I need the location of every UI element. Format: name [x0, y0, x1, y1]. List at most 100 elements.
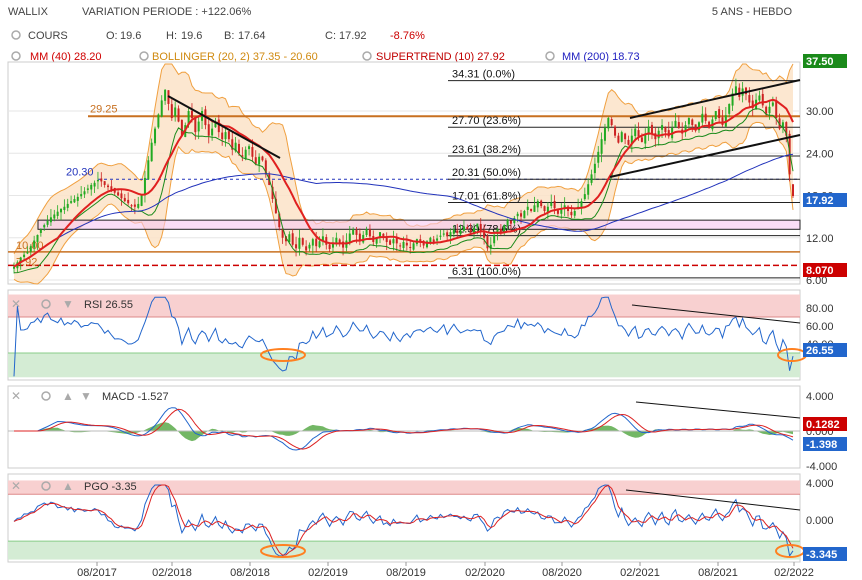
- candle-body: [637, 130, 640, 137]
- rsi-header[interactable]: ✕ ▼ RSI 26.55: [11, 297, 133, 311]
- candle-body: [53, 214, 56, 219]
- candle-body: [697, 122, 700, 131]
- candle-body: [301, 238, 304, 245]
- fib-label: 20.31 (50.0%): [452, 167, 521, 179]
- pgo-up-icon[interactable]: ▲: [62, 479, 74, 493]
- candle-body: [221, 132, 224, 140]
- candle-body: [583, 194, 586, 200]
- trendlines: [167, 79, 801, 178]
- macd-header[interactable]: ✕ ▲ ▼ MACD -1.527: [11, 389, 169, 403]
- rsi-close-icon[interactable]: ✕: [11, 297, 21, 311]
- mm40-name: MM (40): [30, 51, 71, 63]
- candle-body: [348, 233, 351, 243]
- candle-body: [217, 119, 220, 133]
- candle-body: [150, 142, 153, 162]
- candle-body: [368, 229, 371, 237]
- candle-body: [33, 240, 36, 248]
- mm200-gear-icon[interactable]: [545, 51, 555, 61]
- candle-body: [560, 209, 563, 214]
- macd-tick-label: -4.000: [806, 461, 837, 473]
- mm200-line: [13, 153, 794, 268]
- rsi-oversold-zone: [8, 353, 800, 378]
- candle-body: [177, 108, 180, 122]
- candle-body: [704, 113, 707, 121]
- candle-body: [382, 233, 385, 238]
- candle-body: [546, 206, 549, 213]
- supertrend-gear-icon[interactable]: [362, 51, 372, 61]
- candle-body: [365, 229, 368, 236]
- ohlc-open-value: 19.6: [120, 30, 141, 42]
- bollinger-gear-icon[interactable]: [139, 51, 149, 61]
- price-tick-label: 6.00: [806, 275, 827, 287]
- candle-body: [657, 130, 660, 139]
- candle-body: [331, 243, 334, 248]
- pgo-gear-icon[interactable]: [41, 481, 51, 491]
- moving-averages: [13, 98, 794, 274]
- candle-body: [19, 257, 22, 263]
- mm40-value: 28.20: [74, 51, 102, 63]
- candle-body: [718, 109, 721, 119]
- cours-gear-icon[interactable]: [11, 30, 21, 40]
- candle-body: [402, 241, 405, 249]
- candle-body: [378, 232, 381, 238]
- candle-body: [321, 236, 324, 241]
- candle-body: [553, 200, 556, 209]
- candle-body: [708, 121, 711, 128]
- candle-body: [137, 203, 140, 208]
- macd-gear-icon[interactable]: [41, 391, 51, 401]
- candle-body: [103, 181, 106, 185]
- candle-body: [496, 229, 499, 234]
- variation-label: VARIATION PERIODE : +122.06%: [82, 6, 251, 18]
- macd-up-icon[interactable]: ▲: [62, 389, 74, 403]
- macd-down-icon[interactable]: ▼: [80, 389, 92, 403]
- candle-body: [744, 87, 747, 95]
- x-tick-label: 08/2018: [230, 567, 270, 579]
- fib-label: 6.31 (100.0%): [452, 266, 521, 278]
- pgo-signal-line: [13, 484, 794, 556]
- indicator-legend[interactable]: MM (40) 28.20 BOLLINGER (20, 2) 37.35 - …: [11, 51, 640, 63]
- candle-body: [432, 239, 435, 242]
- candle-body: [187, 111, 190, 125]
- pgo-divergence-line: [625, 489, 801, 511]
- candle-body: [650, 124, 653, 134]
- candle-body: [39, 229, 42, 233]
- x-tick-label: 02/2019: [308, 567, 348, 579]
- macd-divergence-line: [635, 401, 801, 419]
- cours-label: COURS: [28, 30, 68, 42]
- candle-body: [483, 232, 486, 238]
- rsi-gear-icon[interactable]: [41, 299, 51, 309]
- candle-body: [231, 139, 234, 150]
- candle-body: [278, 213, 281, 228]
- macd-panel-frame: [7, 385, 801, 469]
- candle-body: [117, 192, 120, 196]
- candle-body: [298, 237, 301, 249]
- rsi-divergence-line: [631, 304, 801, 324]
- candle-body: [143, 177, 146, 196]
- cours-legend[interactable]: COURS: [11, 30, 68, 42]
- candle-body: [56, 211, 59, 216]
- pgo-last-tag: -3.345: [806, 549, 837, 561]
- candle-body: [395, 238, 398, 244]
- candle-body: [325, 237, 328, 245]
- rsi-down-icon[interactable]: ▼: [62, 297, 74, 311]
- mm40-line: [13, 98, 794, 268]
- candle-body: [677, 122, 680, 128]
- candle-body: [479, 223, 482, 231]
- pgo-header[interactable]: ✕ ▲ PGO -3.35: [11, 479, 137, 493]
- candle-body: [254, 157, 257, 164]
- ohlc-low-value: 17.64: [238, 30, 266, 42]
- candle-body: [63, 206, 66, 210]
- pgo-close-icon[interactable]: ✕: [11, 479, 21, 493]
- rsi-value: 26.55: [105, 299, 133, 311]
- candle-body: [647, 126, 650, 135]
- supertrend-name: SUPERTREND (10): [376, 51, 474, 63]
- price-tick-label: 12.00: [806, 233, 834, 245]
- mm40-gear-icon[interactable]: [11, 51, 21, 61]
- macd-close-icon[interactable]: ✕: [11, 389, 21, 403]
- ohlc-readout: O: 19.6 H: 19.6 B: 17.64 C: 17.92 -8.76%: [106, 30, 425, 42]
- pgo-panel: 4.000 0.000 -3.345: [8, 478, 847, 561]
- rsi-tick-label: 60.00: [806, 321, 834, 333]
